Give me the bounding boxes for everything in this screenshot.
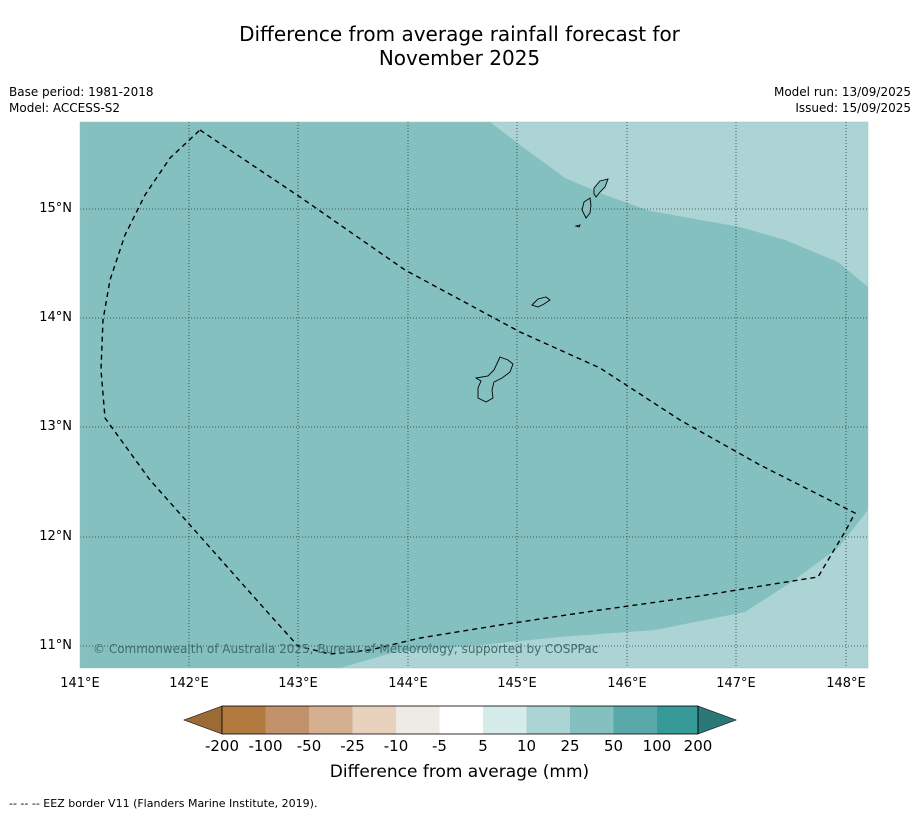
colorbar-segment-4 xyxy=(352,706,396,734)
island-aguijan xyxy=(574,224,581,228)
colorbar-tick: 100 xyxy=(642,737,672,755)
colorbar-segment-3 xyxy=(309,706,353,734)
lon-label-141e: 141°E xyxy=(60,676,100,691)
title-line-2: November 2025 xyxy=(378,46,541,70)
colorbar-segment-9 xyxy=(570,706,614,734)
colorbar-segment-10 xyxy=(613,706,657,734)
model-name: Model: ACCESS-S2 xyxy=(9,101,121,115)
map-plot-area: © Commonwealth of Australia 2025, Bureau… xyxy=(80,122,868,668)
eez-border xyxy=(100,129,856,655)
meta-left: Base period: 1981-2018 Model: ACCESS-S2 xyxy=(9,84,154,116)
colorbar xyxy=(183,705,737,735)
colorbar-tick: 5 xyxy=(478,737,488,755)
lat-label-14n: 14°N xyxy=(39,310,72,325)
island-tinian xyxy=(581,197,592,219)
lat-label-11n: 11°N xyxy=(39,638,72,653)
colorbar-segment-2 xyxy=(265,706,309,734)
map-frame xyxy=(79,121,869,669)
colorbar-tick: -200 xyxy=(204,737,240,755)
colorbar-tick: 200 xyxy=(683,737,713,755)
copyright-text: © Commonwealth of Australia 2025, Bureau… xyxy=(93,642,598,656)
colorbar-tick: 25 xyxy=(560,737,580,755)
colorbar-tick: -5 xyxy=(432,737,447,755)
colorbar-tick: -100 xyxy=(248,737,283,755)
colorbar-tick: -10 xyxy=(383,737,409,755)
rainfall-band-25-50-southeast xyxy=(340,510,868,668)
lon-label-147e: 147°E xyxy=(716,676,756,691)
lon-label-148e: 148°E xyxy=(826,676,866,691)
island-guam xyxy=(474,356,514,403)
colorbar-outline xyxy=(221,705,699,735)
colorbar-extend-low xyxy=(183,705,223,735)
lat-label-12n: 12°N xyxy=(39,529,72,544)
model-run: Model run: 13/09/2025 xyxy=(773,85,911,99)
colorbar-tick: -50 xyxy=(296,737,322,755)
issued-date: Issued: 15/09/2025 xyxy=(795,101,911,115)
lon-label-145e: 145°E xyxy=(497,676,537,691)
island-saipan xyxy=(593,178,609,198)
colorbar-segment-6 xyxy=(439,706,483,734)
colorbar-segment-11 xyxy=(657,706,698,734)
lon-label-142e: 142°E xyxy=(169,676,209,691)
rainfall-band-25-50-northeast xyxy=(490,122,868,287)
eez-footnote: -- -- -- EEZ border V11 (Flanders Marine… xyxy=(9,797,318,810)
colorbar-segment-8 xyxy=(526,706,570,734)
lon-label-144e: 144°E xyxy=(388,676,428,691)
colorbar-tick: -25 xyxy=(340,737,365,755)
base-period: Base period: 1981-2018 xyxy=(9,85,154,99)
colorbar-tick: 10 xyxy=(516,737,537,755)
lat-label-15n: 15°N xyxy=(39,201,72,216)
islands xyxy=(474,178,609,403)
colorbar-segment-1 xyxy=(222,706,266,734)
chart-title: Difference from average rainfall forecas… xyxy=(0,22,919,70)
island-rota xyxy=(531,296,551,308)
colorbar-title: Difference from average (mm) xyxy=(329,762,590,782)
colorbar-extend-high xyxy=(697,705,737,735)
colorbar-tick: 50 xyxy=(603,737,624,755)
title-line-1: Difference from average rainfall forecas… xyxy=(239,22,680,46)
graticule xyxy=(80,122,868,668)
colorbar-segment-5 xyxy=(396,706,440,734)
colorbar-segment-7 xyxy=(483,706,527,734)
lon-label-146e: 146°E xyxy=(607,676,647,691)
lat-label-13n: 13°N xyxy=(39,419,72,434)
lon-label-143e: 143°E xyxy=(278,676,318,691)
meta-right: Model run: 13/09/2025 Issued: 15/09/2025 xyxy=(774,84,911,116)
